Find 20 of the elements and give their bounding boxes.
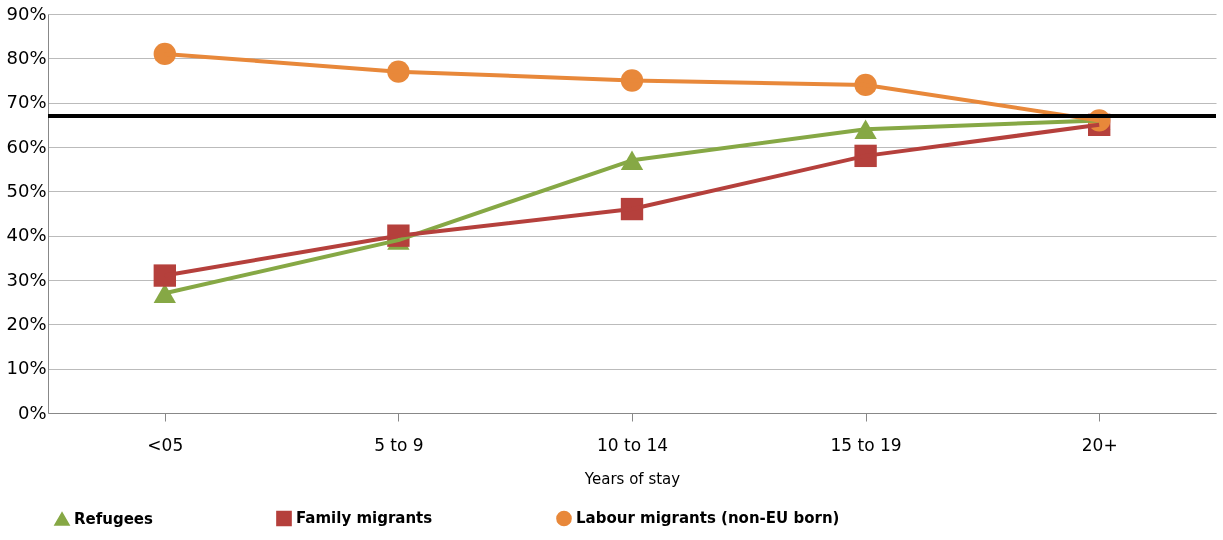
x-tick-label: 10 to 14 <box>596 434 669 455</box>
legend-label: Labour migrants (non-EU born) <box>576 509 840 528</box>
y-tick-label: 60% <box>6 135 47 157</box>
legend-label: Family migrants <box>296 509 433 528</box>
x-axis-title: Years of stay <box>583 469 681 488</box>
y-tick-label: 80% <box>6 46 47 68</box>
y-tick-label: 40% <box>6 224 47 246</box>
y-tick-label: 50% <box>6 179 47 201</box>
y-tick-label: 90% <box>6 2 47 24</box>
y-tick-label: 70% <box>6 91 47 113</box>
y-tick-label: 30% <box>6 268 47 290</box>
point <box>153 264 176 287</box>
x-tick-label: 5 to 9 <box>374 434 424 455</box>
y-tick-label: 0% <box>17 401 47 423</box>
x-tick-label: 15 to 19 <box>830 434 902 455</box>
legend-label: Refugees <box>74 509 154 528</box>
y-tick-label: 20% <box>6 312 47 334</box>
x-tick-label: 20+ <box>1081 434 1118 455</box>
y-tick-label: 10% <box>6 357 47 379</box>
x-tick-label: <05 <box>147 434 184 455</box>
